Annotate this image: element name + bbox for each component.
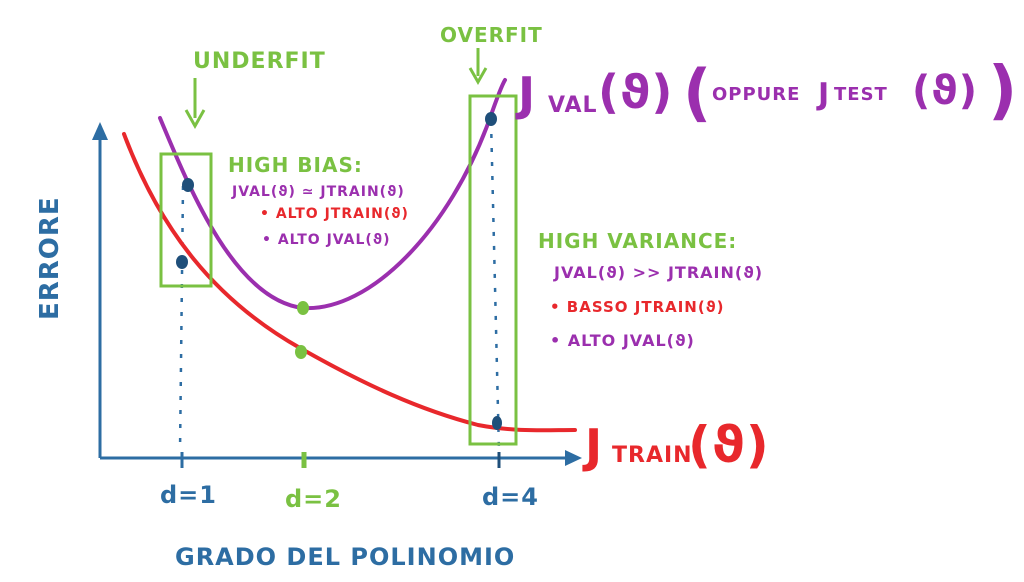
high-variance-item2: • ALTO JVAL(ϑ) [550,331,695,350]
y-axis-label: ERRORE [35,196,65,320]
x-axis-label: GRADO DEL POLINOMIO [175,543,515,571]
tick-label-d2: d=2 [285,485,342,513]
jtest-label-sub: TEST [834,84,888,105]
jtrain-label: J TRAIN (ϑ) [582,416,770,474]
point-d1-train [176,255,188,269]
jval-paren-open: ( [683,56,712,129]
high-bias-item1: • ALTO JTRAIN(ϑ) [260,206,409,222]
jval-label: J VAL (ϑ) ( OPPURE J TEST (ϑ) ) [515,54,1018,129]
guide-d1 [178,185,185,453]
jtrain-label-sub: TRAIN [612,443,693,468]
point-d4-train [492,416,502,430]
underfit-label: UNDERFIT [193,49,326,74]
high-variance-item1: • BASSO JTRAIN(ϑ) [550,298,725,316]
point-d2-train [295,345,307,359]
overfit-box [468,94,518,446]
underfit-arrow-head [184,109,206,130]
point-d4-val [485,112,497,126]
high-bias-note: HIGH BIAS: JVAL(ϑ) ≃ JTRAIN(ϑ) • ALTO JT… [228,153,409,248]
axes [92,122,582,466]
high-variance-note: HIGH VARIANCE: JVAL(ϑ) >> JTRAIN(ϑ) • BA… [538,229,763,350]
jtrain-label-arg: (ϑ) [688,416,770,474]
data-points [176,112,502,430]
jval-paren-close: ) [988,54,1018,128]
jtest-label-j: J [816,77,830,112]
jval-label-arg: (ϑ) [598,65,673,119]
underfit-box [159,152,213,288]
jval-oppure: OPPURE [712,84,800,105]
overfit-label: OVERFIT [440,23,543,47]
jval-label-sub: VAL [548,93,598,118]
high-bias-item2: • ALTO JVAL(ϑ) [262,232,390,248]
y-axis-arrow [92,122,108,140]
point-d2-val [297,301,309,315]
jval-curve [158,78,507,311]
x-axis-arrow [565,450,582,466]
jtest-label-arg: (ϑ) [912,68,978,114]
jval-label-j: J [515,67,536,121]
high-variance-title: HIGH VARIANCE: [538,229,737,253]
tick-label-d4: d=4 [482,483,539,511]
guide-d4 [489,119,501,453]
high-bias-title: HIGH BIAS: [228,153,363,177]
x-ticks [180,452,501,468]
tick-label-d1: d=1 [160,481,217,509]
overfit-arrow-head [468,67,488,86]
jtrain-curve [122,132,577,433]
high-bias-relation: JVAL(ϑ) ≃ JTRAIN(ϑ) [231,184,405,200]
point-d1-val [182,178,194,192]
jtrain-label-j: J [582,419,603,473]
high-variance-relation: JVAL(ϑ) >> JTRAIN(ϑ) [553,263,763,282]
